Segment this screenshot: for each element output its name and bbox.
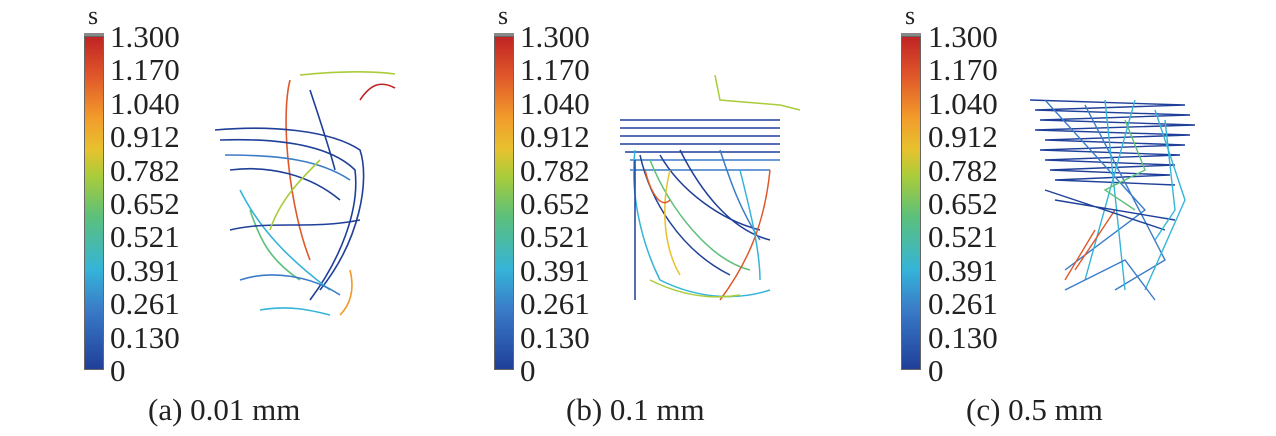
panel-b: s 1.300 1.170 1.040 0.912 0.782 0.652 0.…	[420, 0, 840, 436]
colorbar-unit: s	[88, 1, 99, 30]
colorbar-cap	[901, 33, 921, 37]
colorbar-cap	[84, 33, 104, 37]
tick-label: 0.652	[520, 186, 590, 222]
tick-label: 0.521	[928, 219, 998, 255]
tick-label: 0.130	[110, 319, 180, 355]
colorbar	[494, 36, 514, 370]
panel-a: s 1.300 1.170 1.040 0.912 0.782 0.652 0.…	[0, 0, 420, 436]
tick-label: 1.040	[520, 85, 590, 121]
tick-label: 0.521	[520, 219, 590, 255]
tick-label: 0	[520, 353, 536, 389]
tick-label: 0.912	[928, 119, 998, 155]
colorbar-unit: s	[498, 1, 509, 30]
colorbar-ticks: 1.300 1.170 1.040 0.912 0.782 0.652 0.52…	[110, 20, 180, 390]
tick-label: 0.521	[110, 219, 180, 255]
colorbar-unit: s	[905, 1, 916, 30]
tick-label: 1.040	[110, 85, 180, 121]
colorbar	[901, 36, 921, 370]
tick-label: 0.782	[928, 152, 998, 188]
tick-label: 0	[928, 353, 944, 389]
colorbar-cap	[494, 33, 514, 37]
tick-label: 1.300	[928, 19, 998, 54]
tick-label: 0.391	[520, 252, 590, 288]
colorbar	[84, 36, 104, 370]
tick-label: 0.130	[520, 319, 590, 355]
tick-label: 0.261	[110, 286, 180, 322]
tick-label: 0.652	[110, 186, 180, 222]
tick-label: 0.391	[110, 252, 180, 288]
caption-c: (c) 0.5 mm	[966, 392, 1103, 427]
panel-c: s 1.300 1.170 1.040 0.912 0.782 0.652 0.…	[840, 0, 1276, 436]
tick-label: 1.300	[520, 19, 590, 54]
tick-label: 0.912	[110, 119, 180, 155]
colorbar-ticks: 1.300 1.170 1.040 0.912 0.782 0.652 0.52…	[520, 20, 590, 390]
streamline-plot-c	[1029, 99, 1196, 301]
caption-a: (a) 0.01 mm	[148, 392, 301, 427]
streamline-plot-a	[214, 71, 396, 316]
tick-label: 1.040	[928, 85, 998, 121]
tick-label: 1.170	[928, 52, 998, 88]
tick-label: 0.782	[110, 152, 180, 188]
tick-label: 0.912	[520, 119, 590, 155]
streamline-plot-b	[620, 74, 801, 301]
tick-label: 0.782	[520, 152, 590, 188]
tick-label: 1.170	[520, 52, 590, 88]
tick-label: 1.300	[110, 19, 180, 54]
colorbar-ticks: 1.300 1.170 1.040 0.912 0.782 0.652 0.52…	[928, 20, 998, 390]
tick-label: 1.170	[110, 52, 180, 88]
tick-label: 0.261	[928, 286, 998, 322]
tick-label: 0.652	[928, 186, 998, 222]
tick-label: 0.261	[520, 286, 590, 322]
tick-label: 0.130	[928, 319, 998, 355]
caption-b: (b) 0.1 mm	[566, 392, 705, 427]
tick-label: 0.391	[928, 252, 998, 288]
tick-label: 0	[110, 353, 126, 389]
